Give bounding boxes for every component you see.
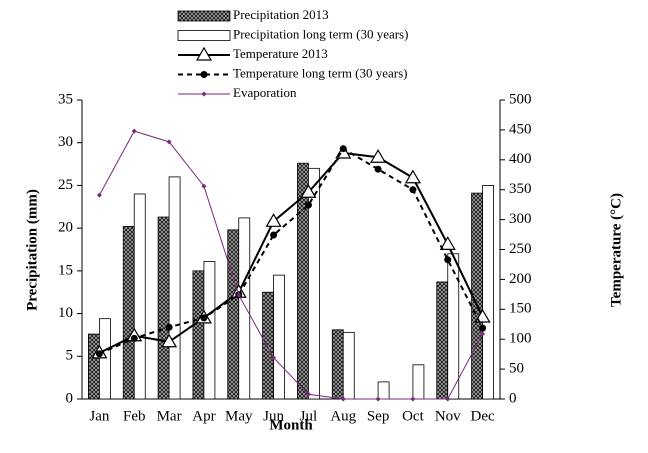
point: [166, 139, 172, 145]
x-tick-label: Apr: [192, 408, 215, 424]
bar: [342, 331, 355, 400]
y2-tick-label: 150: [509, 301, 532, 317]
x-tick-label: Jun: [263, 408, 284, 424]
y2-tick-label: 200: [509, 271, 532, 287]
point: [439, 236, 456, 250]
point: [375, 396, 381, 402]
point: [339, 145, 347, 153]
point: [236, 292, 242, 298]
y2-tick-label: 450: [509, 121, 532, 137]
legend-marker: [201, 91, 207, 97]
line: [98, 130, 484, 400]
legend-swatch: [177, 30, 231, 41]
y-tick-label: 15: [58, 262, 73, 278]
bar: [133, 193, 146, 400]
bar: [482, 185, 494, 400]
x-tick-label: Jan: [89, 408, 109, 424]
bar: [88, 333, 100, 400]
line: [98, 151, 484, 354]
point: [271, 355, 277, 361]
x-tick-label: Nov: [435, 408, 461, 424]
y2-tick-label: 0: [509, 390, 517, 406]
bar: [447, 253, 460, 400]
y2-tick-label: 350: [509, 181, 532, 197]
y2-tick-label: 400: [509, 151, 532, 167]
bar: [412, 364, 425, 400]
point: [474, 308, 491, 323]
point: [265, 213, 282, 227]
point: [131, 128, 137, 134]
bar: [192, 270, 205, 400]
x-tick-label: Jul: [300, 408, 318, 424]
x-tick-label: Aug: [330, 408, 356, 424]
point: [304, 201, 312, 209]
point: [96, 192, 102, 198]
point: [161, 333, 178, 348]
bar: [203, 261, 216, 400]
point: [444, 256, 452, 264]
point: [300, 184, 317, 198]
legend-label: Temperature long term (30 years): [233, 65, 408, 80]
bar: [99, 318, 111, 400]
bar: [331, 329, 344, 400]
x-tick-label: Oct: [402, 408, 424, 424]
y2-tick-label: 300: [509, 211, 532, 227]
legend-label: Temperature 2013: [233, 46, 328, 61]
bar: [238, 217, 251, 400]
legend-marker: [200, 71, 208, 78]
point: [410, 396, 416, 402]
point: [404, 169, 421, 184]
y-tick-label: 20: [58, 220, 73, 236]
legend-marker: [195, 46, 213, 61]
point: [200, 314, 208, 322]
point: [305, 391, 311, 397]
bar: [436, 281, 449, 400]
y-tick-label: 30: [58, 134, 73, 150]
y-tick-label: 25: [58, 177, 73, 193]
x-axis-label: Month: [269, 417, 313, 433]
bar: [273, 274, 285, 400]
legend-label: Precipitation 2013: [233, 7, 329, 22]
y-tick-label: 10: [58, 305, 73, 321]
y2-tick-label: 100: [509, 331, 532, 347]
legend-swatch: [177, 10, 231, 22]
x-tick-label: Dec: [471, 408, 495, 424]
legend-label: Evaporation: [233, 85, 297, 100]
bar: [377, 381, 390, 400]
bar: [227, 229, 240, 400]
y-axis-label: Precipitation (mm): [24, 189, 40, 311]
bar: [168, 176, 181, 400]
point: [409, 186, 417, 194]
point: [130, 334, 138, 342]
bar: [157, 216, 170, 400]
point: [165, 323, 173, 331]
y2-tick-label: 50: [509, 361, 524, 377]
y-tick-label: 0: [66, 390, 74, 406]
legend-label: Precipitation long term (30 years): [233, 26, 408, 41]
point: [479, 324, 487, 332]
x-tick-label: Feb: [123, 408, 146, 424]
point: [480, 331, 486, 337]
y2-tick-label: 250: [509, 241, 532, 257]
point: [370, 149, 387, 163]
point: [270, 231, 278, 239]
y2-axis-label: Temperature (°C): [608, 193, 624, 307]
y-tick-label: 5: [66, 348, 74, 364]
bar: [297, 162, 309, 400]
x-tick-label: Mar: [157, 408, 182, 424]
x-tick-label: Sep: [367, 408, 390, 424]
bar: [122, 226, 135, 400]
y2-tick-label: 500: [509, 91, 532, 107]
line: [99, 147, 484, 355]
point: [445, 396, 451, 402]
bar: [308, 167, 320, 400]
point: [95, 350, 103, 358]
x-tick-label: May: [225, 408, 253, 424]
point: [201, 183, 207, 189]
y-tick-label: 35: [58, 91, 73, 107]
point: [374, 165, 382, 173]
bar: [262, 291, 274, 400]
point: [340, 396, 346, 402]
